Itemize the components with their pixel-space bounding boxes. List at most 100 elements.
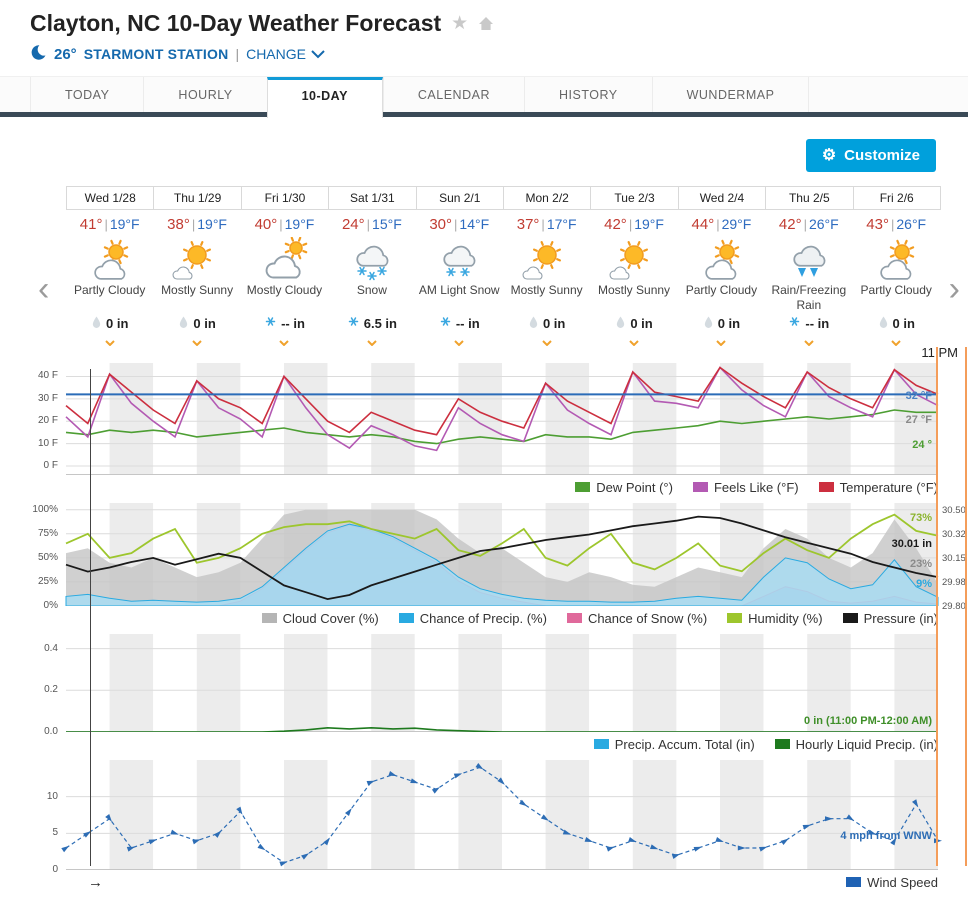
expand-chevron-icon[interactable] xyxy=(590,333,677,347)
legend-item[interactable]: Cloud Cover (%) xyxy=(261,611,379,626)
legend-item[interactable]: Chance of Snow (%) xyxy=(566,611,707,626)
right-axis-label: 30.32 xyxy=(942,528,966,540)
day-temps: 41° | 19°F xyxy=(79,216,140,233)
expand-chevron-icon[interactable] xyxy=(416,333,503,347)
temperature-chart-legend: Dew Point (°) Feels Like (°F) Temperature … xyxy=(0,475,968,499)
legend-item[interactable]: Feels Like (°F) xyxy=(692,480,799,495)
forecast-day[interactable]: Mon 2/2 37° | 17°F Mostly Sunny 0 in xyxy=(502,186,592,347)
precip-amount: 0 in xyxy=(717,315,741,331)
legend-label: Humidity (%) xyxy=(748,610,823,626)
tab-calendar[interactable]: CALENDAR xyxy=(382,77,524,113)
precip-amount: 6.5 in xyxy=(363,315,397,331)
tab-10-day[interactable]: 10-DAY xyxy=(266,77,383,118)
forecast-day[interactable]: Thu 2/5 42° | 26°F Rain/Freezing Rain -- in xyxy=(765,186,854,347)
day-condition: Partly Cloudy xyxy=(685,283,758,297)
station-name-link[interactable]: STARMONT STATION xyxy=(83,46,229,62)
legend-item[interactable]: Precip. Accum. Total (in) xyxy=(593,736,755,752)
tab-hourly[interactable]: HOURLY xyxy=(143,77,266,113)
day-date: Thu 1/29 xyxy=(153,186,242,210)
legend-label: Wind Speed xyxy=(867,874,938,890)
change-station-link[interactable]: CHANGE xyxy=(246,46,325,62)
day-low-temp: 19°F xyxy=(109,216,140,232)
mostly-cloudy-icon xyxy=(241,235,328,283)
legend-swatch xyxy=(593,739,609,749)
tab-wundermap[interactable]: WUNDERMAP xyxy=(651,77,810,113)
day-low-temp: 17°F xyxy=(546,216,577,232)
expand-chevron-icon[interactable] xyxy=(765,333,852,347)
legend-item[interactable]: Humidity (%) xyxy=(727,610,823,626)
day-date: Thu 2/5 xyxy=(765,186,854,210)
carousel-prev-arrow[interactable]: ‹ xyxy=(38,270,50,308)
legend-label: Dew Point (°) xyxy=(596,479,673,495)
drop-icon xyxy=(878,315,889,332)
forecast-days: Wed 1/28 41° | 19°F Partly Cloudy 0 in Thu 1/2… xyxy=(66,186,941,347)
wind-chart[interactable]: → Wind Speed 10 5 0 4 mph from WNW xyxy=(0,760,968,894)
hover-value-label: 73% xyxy=(909,512,932,525)
forecast-day[interactable]: Fri 2/6 43° | 26°F Partly Cloudy 0 in xyxy=(852,186,941,347)
expand-chevron-icon[interactable] xyxy=(153,333,240,347)
forecast-day[interactable]: Fri 1/30 40° | 19°F Mostly Cloudy -- in xyxy=(240,186,330,347)
legend-item[interactable]: Temperature (°F) xyxy=(818,480,938,495)
day-temps: 43° | 26°F xyxy=(866,216,927,233)
mostly-sunny-icon xyxy=(503,235,590,283)
expand-chevron-icon[interactable] xyxy=(241,333,328,347)
y-axis-label: 75% xyxy=(37,527,58,539)
tab-history[interactable]: HISTORY xyxy=(523,77,652,113)
day-condition: AM Light Snow xyxy=(418,283,500,297)
forecast-day[interactable]: Sat 1/31 24° | 15°F Snow 6.5 in xyxy=(328,186,417,347)
legend-item[interactable]: Chance of Precip. (%) xyxy=(398,611,547,626)
cloud-pressure-chart[interactable]: Cloud Cover (%) Chance of Precip. (%) Chan… xyxy=(0,503,968,630)
day-low-temp: 26°F xyxy=(896,216,927,232)
chart-right-edge-line xyxy=(965,347,967,866)
forecast-day[interactable]: Thu 1/29 38° | 19°F Mostly Sunny 0 in xyxy=(153,186,242,347)
y-axis-label: 20 F xyxy=(37,415,58,427)
expand-chevron-icon[interactable] xyxy=(66,333,153,347)
right-axis-label: 29.80 xyxy=(942,601,966,612)
day-temps: 42° | 19°F xyxy=(604,216,664,233)
day-temps: 38° | 19°F xyxy=(167,216,227,233)
forecast-day[interactable]: Wed 1/28 41° | 19°F Partly Cloudy 0 in xyxy=(66,186,155,347)
precip-amount: -- in xyxy=(281,315,305,331)
tab-today[interactable]: TODAY xyxy=(30,77,143,113)
home-icon[interactable] xyxy=(478,16,494,31)
day-high-temp: 43° xyxy=(866,216,889,233)
forecast-day[interactable]: Wed 2/4 44° | 29°F Partly Cloudy 0 in xyxy=(677,186,767,347)
expand-chevron-icon[interactable] xyxy=(503,333,590,347)
legend-swatch xyxy=(575,482,591,492)
expand-chevron-icon[interactable] xyxy=(328,333,415,347)
customize-button[interactable]: ⚙ Customize xyxy=(805,139,936,172)
legend-item[interactable]: Hourly Liquid Precip. (in) xyxy=(774,737,938,752)
day-condition: Rain/Freezing Rain xyxy=(771,283,847,312)
legend-label: Precip. Accum. Total (in) xyxy=(614,736,755,752)
day-low-temp: 29°F xyxy=(721,216,752,232)
hover-time-label: 11 PM xyxy=(921,345,958,360)
hover-value-label: 24 ° xyxy=(912,438,932,451)
temperature-chart[interactable]: Dew Point (°) Feels Like (°F) Temperature … xyxy=(0,363,968,499)
station-current-temp: 26° xyxy=(54,45,77,63)
day-date: Wed 1/28 xyxy=(66,186,155,210)
day-high-temp: 44° xyxy=(691,216,715,233)
y-axis-label: 100% xyxy=(32,503,58,515)
legend-swatch xyxy=(842,613,858,623)
legend-item[interactable]: Pressure (in) xyxy=(842,611,938,626)
pan-arrow[interactable]: → xyxy=(88,873,103,891)
precip-amount: 0 in xyxy=(630,315,653,331)
forecast-day[interactable]: Sun 2/1 30° | 14°F AM Light Snow -- in xyxy=(415,186,504,347)
legend-swatch xyxy=(692,482,708,492)
tab-bar: TODAY HOURLY 10-DAY CALENDAR HISTORY WUNDERMA… xyxy=(0,76,968,118)
chevron-down-icon xyxy=(311,49,325,58)
expand-chevron-icon[interactable] xyxy=(853,333,940,347)
favorite-star-icon[interactable]: ★ xyxy=(451,13,469,34)
y-axis-label: 40 F xyxy=(37,370,58,382)
day-low-temp: 14°F xyxy=(459,216,490,232)
legend-item[interactable]: Dew Point (°) xyxy=(575,480,673,495)
precip-chart[interactable]: Precip. Accum. Total (in) Hourly Liquid P… xyxy=(0,634,968,756)
day-condition: Partly Cloudy xyxy=(74,283,146,297)
drop-icon xyxy=(528,315,539,332)
forecast-day[interactable]: Tue 2/3 42° | 19°F Mostly Sunny 0 in xyxy=(590,186,679,347)
expand-chevron-icon[interactable] xyxy=(678,333,765,347)
partly-cloudy-icon xyxy=(678,235,765,283)
legend-item[interactable]: Wind Speed xyxy=(846,875,938,890)
snow-icon xyxy=(328,235,415,283)
carousel-next-arrow[interactable]: › xyxy=(948,270,960,308)
